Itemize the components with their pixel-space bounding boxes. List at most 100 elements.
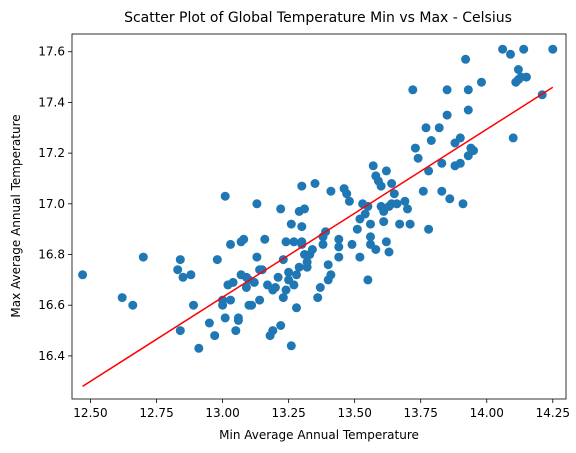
data-point xyxy=(384,247,394,257)
data-point xyxy=(506,49,515,59)
data-point xyxy=(548,44,558,54)
y-tick-label: 16.8 xyxy=(38,248,65,262)
x-axis-title: Min Average Annual Temperature xyxy=(219,428,419,442)
data-point xyxy=(297,239,307,249)
data-point xyxy=(252,252,262,262)
data-point xyxy=(289,280,299,290)
data-point xyxy=(405,219,415,229)
data-point xyxy=(270,283,280,292)
data-point xyxy=(292,270,301,280)
data-point xyxy=(360,209,370,219)
data-point xyxy=(260,234,270,244)
data-point xyxy=(371,245,381,254)
data-point xyxy=(286,341,296,351)
data-point xyxy=(318,239,328,249)
data-point xyxy=(220,313,230,323)
data-point xyxy=(175,255,185,265)
y-tick-label: 17.4 xyxy=(38,95,65,109)
data-point xyxy=(381,237,391,247)
data-point xyxy=(455,158,465,168)
data-point xyxy=(194,343,204,353)
chart-title: Scatter Plot of Global Temperature Min v… xyxy=(124,10,512,26)
data-point xyxy=(508,133,518,143)
data-point xyxy=(455,133,465,143)
data-point xyxy=(239,234,249,244)
data-point xyxy=(220,191,230,201)
data-point xyxy=(410,143,420,153)
data-point xyxy=(297,222,307,232)
data-point xyxy=(469,146,478,156)
x-tick-label: 13.50 xyxy=(337,406,371,420)
data-point xyxy=(389,189,399,199)
data-point xyxy=(424,166,434,176)
data-point xyxy=(231,326,241,336)
data-point xyxy=(342,189,352,199)
data-point xyxy=(344,196,354,206)
data-point xyxy=(186,270,196,280)
data-point xyxy=(445,194,455,204)
data-point xyxy=(442,85,452,95)
x-tick-label: 12.75 xyxy=(139,406,173,420)
data-point xyxy=(292,303,301,313)
data-point xyxy=(387,179,397,188)
data-point xyxy=(376,181,386,191)
data-point xyxy=(326,186,336,196)
data-point xyxy=(294,262,304,272)
data-point xyxy=(403,204,412,214)
data-point xyxy=(302,262,312,272)
data-point xyxy=(334,242,344,252)
data-point xyxy=(218,300,228,310)
data-point xyxy=(513,65,523,74)
data-point xyxy=(408,85,418,95)
data-point xyxy=(252,199,262,209)
data-point xyxy=(276,204,286,214)
x-tick-label: 13.25 xyxy=(271,406,305,420)
data-point xyxy=(381,166,391,176)
data-point xyxy=(463,105,473,115)
data-point xyxy=(178,272,188,282)
data-point xyxy=(347,239,357,249)
data-point xyxy=(255,295,265,305)
data-points xyxy=(78,44,558,353)
data-point xyxy=(247,300,257,310)
data-point xyxy=(310,179,320,188)
data-point xyxy=(392,199,402,209)
data-point xyxy=(128,300,138,310)
data-point xyxy=(323,260,333,270)
y-tick-label: 16.4 xyxy=(38,349,65,363)
data-point xyxy=(400,196,410,206)
data-point xyxy=(442,110,452,120)
data-point xyxy=(334,234,344,244)
data-point xyxy=(395,219,405,229)
data-point xyxy=(273,272,283,282)
fit-line xyxy=(82,86,554,387)
data-point xyxy=(204,318,214,328)
data-point xyxy=(458,199,468,209)
y-axis-title: Max Average Annual Temperature xyxy=(9,114,23,317)
data-point xyxy=(228,277,238,287)
data-point xyxy=(117,293,127,303)
data-point xyxy=(226,295,235,305)
y-tick-label: 16.6 xyxy=(38,298,65,312)
data-point xyxy=(276,321,286,330)
data-point xyxy=(212,255,222,265)
data-point xyxy=(226,239,235,249)
data-point xyxy=(297,181,307,191)
data-point xyxy=(278,293,288,303)
fit-line-group xyxy=(82,86,554,387)
data-point xyxy=(284,267,294,277)
data-point xyxy=(175,326,185,336)
data-point xyxy=(268,326,278,336)
data-point xyxy=(366,219,375,229)
x-tick-label: 13.00 xyxy=(205,406,239,420)
data-point xyxy=(463,85,473,95)
x-tick-label: 13.75 xyxy=(404,406,438,420)
data-point xyxy=(249,277,259,287)
data-point xyxy=(379,217,389,227)
data-point xyxy=(437,158,447,168)
x-tick-label: 14.00 xyxy=(470,406,504,420)
data-point xyxy=(315,283,325,292)
plot-frame xyxy=(72,34,566,399)
data-point xyxy=(281,285,291,295)
